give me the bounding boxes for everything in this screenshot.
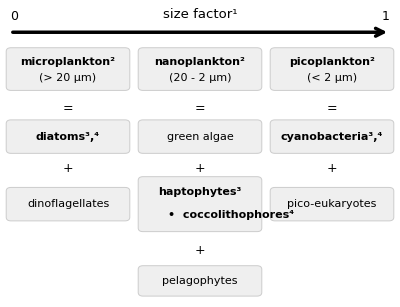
Text: =: = [327, 102, 337, 115]
Text: haptophytes³: haptophytes³ [158, 188, 242, 197]
Text: +: + [195, 162, 205, 175]
Text: dinoflagellates: dinoflagellates [27, 199, 109, 209]
Text: size factor¹: size factor¹ [163, 8, 237, 21]
Text: 0: 0 [10, 10, 18, 23]
FancyBboxPatch shape [6, 48, 130, 90]
Text: microplankton²: microplankton² [20, 57, 116, 67]
Text: +: + [195, 244, 205, 257]
Text: =: = [63, 102, 73, 115]
Text: picoplankton²: picoplankton² [289, 57, 375, 67]
Text: +: + [63, 162, 73, 175]
FancyBboxPatch shape [270, 187, 394, 221]
Text: nanoplankton²: nanoplankton² [154, 57, 246, 67]
FancyBboxPatch shape [138, 177, 262, 231]
FancyBboxPatch shape [270, 120, 394, 153]
FancyBboxPatch shape [138, 266, 262, 296]
Text: green algae: green algae [167, 132, 233, 142]
Text: (20 - 2 μm): (20 - 2 μm) [169, 73, 231, 83]
Text: pico-eukaryotes: pico-eukaryotes [287, 199, 377, 209]
Text: pelagophytes: pelagophytes [162, 276, 238, 286]
FancyBboxPatch shape [6, 187, 130, 221]
FancyBboxPatch shape [138, 48, 262, 90]
FancyBboxPatch shape [270, 48, 394, 90]
Text: •  coccolithophores⁴: • coccolithophores⁴ [168, 210, 294, 220]
Text: +: + [327, 162, 337, 175]
Text: (> 20 μm): (> 20 μm) [40, 73, 96, 83]
FancyBboxPatch shape [6, 120, 130, 153]
Text: cyanobacteria³,⁴: cyanobacteria³,⁴ [281, 132, 383, 142]
Text: diatoms³,⁴: diatoms³,⁴ [36, 132, 100, 142]
Text: =: = [195, 102, 205, 115]
FancyBboxPatch shape [138, 120, 262, 153]
Text: (< 2 μm): (< 2 μm) [307, 73, 357, 83]
Text: 1: 1 [382, 10, 390, 23]
